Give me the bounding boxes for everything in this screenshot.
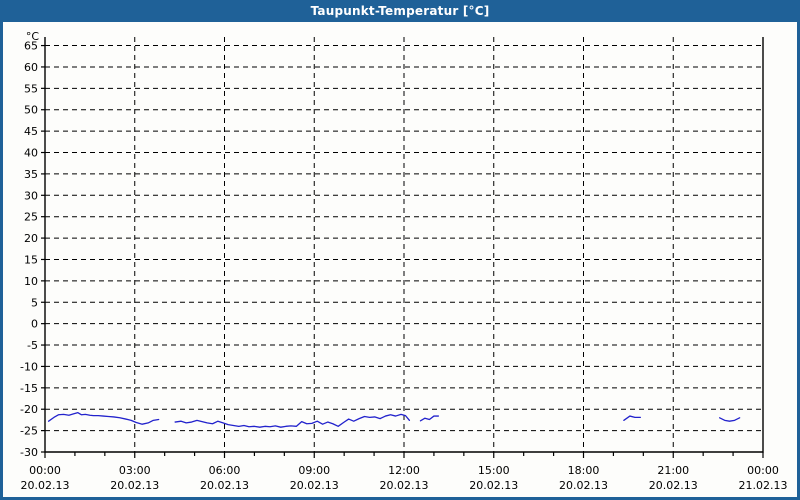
x-axis-time-label: 00:00: [747, 464, 779, 477]
page-title: Taupunkt-Temperatur [°C]: [310, 4, 490, 18]
x-axis-labels: 00:00 20.02.13 03:00 20.02.13 06:00 20.02.13 0…: [21, 464, 788, 492]
y-axis-tick-label: 35: [24, 168, 38, 181]
x-axis-time-label: 12:00: [388, 464, 420, 477]
y-axis-tick-label: 25: [24, 211, 38, 224]
x-axis-date-label: 20.02.13: [649, 479, 698, 492]
y-axis-tick-label: -5: [27, 339, 38, 352]
x-axis-time-label: 18:00: [568, 464, 600, 477]
y-axis-tick-label: -15: [20, 382, 38, 395]
y-axis-tick-label: 10: [24, 275, 38, 288]
y-axis-tick-label: 20: [24, 232, 38, 245]
y-axis-tick-label: 50: [24, 104, 38, 117]
gridlines: [45, 37, 763, 452]
x-axis-date-label: 20.02.13: [290, 479, 339, 492]
x-axis-date-label: 20.02.13: [21, 479, 70, 492]
series-line-segment: [623, 415, 641, 421]
x-axis-date-label: 20.02.13: [200, 479, 249, 492]
chart-plot-area: 65 60 55 50 45 40 35 30 25 20 15 10 5 0 -5 -10 -15 -20 -25…: [3, 22, 797, 497]
y-axis-tick-label: 5: [31, 296, 38, 309]
y-axis-labels: 65605550454035302520151050-5-10-15-20-25…: [20, 40, 38, 459]
y-axis-tick-label: 30: [24, 189, 38, 202]
axis-ticks: [41, 44, 764, 458]
x-axis-time-label: 06:00: [209, 464, 241, 477]
series-line-segment: [419, 415, 440, 422]
window-title-bar: Taupunkt-Temperatur [°C]: [3, 0, 797, 22]
x-axis-date-label: 20.02.13: [559, 479, 608, 492]
y-axis-tick-label: 65: [24, 40, 38, 53]
x-axis-date-label: 20.02.13: [110, 479, 159, 492]
y-axis-tick-label: 15: [24, 253, 38, 266]
y-axis-tick-label: -30: [20, 446, 38, 459]
chart-svg: 65605550454035302520151050-5-10-15-20-25…: [3, 22, 797, 497]
x-axis-date-label: 20.02.13: [380, 479, 429, 492]
y-axis-tick-label: -25: [20, 425, 38, 438]
series-line-segment: [47, 411, 160, 425]
x-axis-time-label: 21:00: [657, 464, 689, 477]
y-axis-tick-label: -20: [20, 403, 38, 416]
y-axis-unit-label: °C: [26, 30, 40, 43]
x-axis-date-label: 21.02.13: [739, 479, 788, 492]
y-axis-tick-label: 0: [31, 318, 38, 331]
y-axis-tick-label: 40: [24, 147, 38, 160]
y-axis-tick-label: 60: [24, 61, 38, 74]
x-axis-date-label: 20.02.13: [469, 479, 518, 492]
data-series: [47, 411, 741, 428]
y-axis-tick-label: 45: [24, 125, 38, 138]
series-line-segment: [174, 413, 411, 428]
x-axis-time-label: 09:00: [298, 464, 330, 477]
x-axis-time-label: 00:00: [29, 464, 61, 477]
y-axis-tick-label: 55: [24, 82, 38, 95]
series-line-segment: [718, 417, 741, 422]
x-axis-time-label: 15:00: [478, 464, 510, 477]
y-axis-tick-label: -10: [20, 360, 38, 373]
x-axis-time-label: 03:00: [119, 464, 151, 477]
